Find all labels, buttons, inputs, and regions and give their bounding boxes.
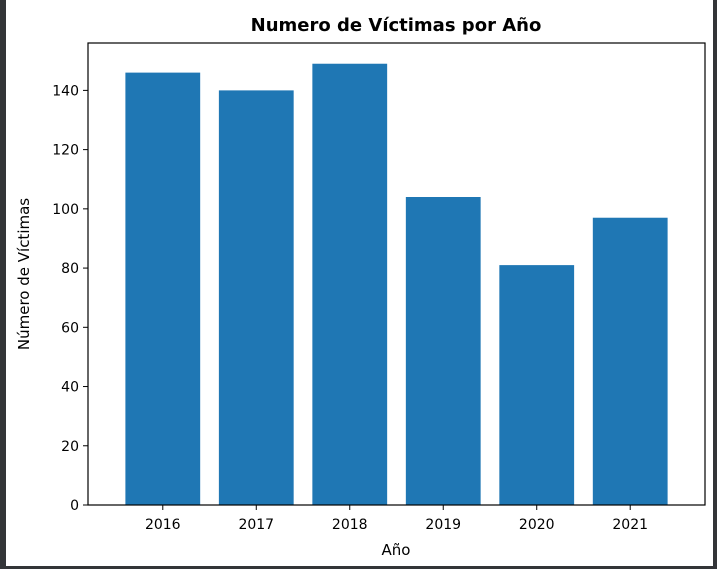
bar-2021: [592, 217, 668, 505]
y-tick-label: 80: [61, 261, 79, 277]
y-tick-label: 140: [52, 83, 79, 99]
x-axis-label: Año: [382, 541, 411, 559]
x-tick-label: 2021: [612, 517, 648, 533]
bar-2016: [125, 72, 201, 505]
window-edge-bottom: [0, 566, 717, 569]
y-tick-label: 0: [70, 498, 79, 514]
y-tick-label: 40: [61, 380, 79, 396]
y-axis-ticks: 0 20 40 60 80 100 120 140: [52, 83, 88, 514]
y-tick-label: 60: [61, 320, 79, 336]
bar-2019: [405, 197, 481, 505]
x-tick-label: 2020: [519, 517, 555, 533]
x-tick-label: 2019: [425, 517, 461, 533]
x-tick-label: 2017: [238, 517, 274, 533]
y-tick-label: 100: [52, 202, 79, 218]
y-axis-label: Número de Víctimas: [15, 198, 33, 350]
x-tick-label: 2018: [332, 517, 368, 533]
window-edge-left: [0, 0, 6, 569]
y-tick-label: 20: [61, 439, 79, 455]
y-tick-label: 120: [52, 143, 79, 159]
x-axis-ticks: 2016 2017 2018 2019 2020 2021: [145, 505, 648, 533]
window-edge-right: [713, 0, 717, 569]
plot-area-frame: [87, 42, 706, 506]
bar-2017: [218, 90, 294, 505]
bars-group: [125, 63, 668, 505]
bar-2020: [499, 265, 575, 505]
chart-title: Numero de Víctimas por Año: [251, 15, 542, 36]
x-tick-label: 2016: [145, 517, 181, 533]
bar-2018: [312, 63, 388, 505]
